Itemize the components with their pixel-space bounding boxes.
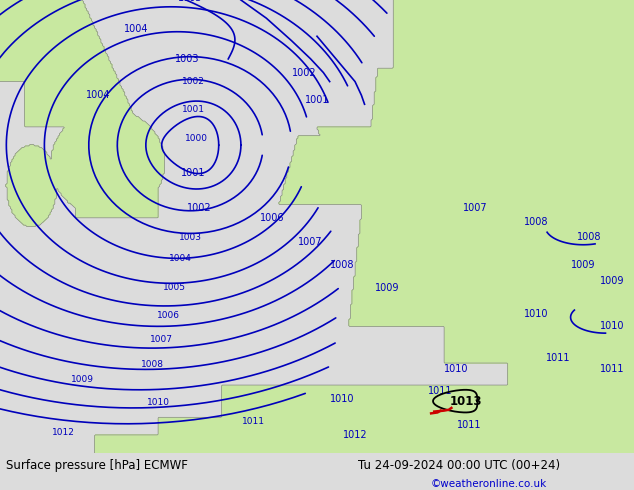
Text: 1003: 1003	[178, 0, 202, 3]
Text: 1009: 1009	[571, 260, 595, 270]
Text: 1008: 1008	[524, 217, 548, 227]
Text: 1007: 1007	[463, 203, 488, 214]
Text: 1004: 1004	[86, 90, 110, 100]
Text: 1002: 1002	[182, 77, 205, 86]
Text: 1008: 1008	[330, 260, 354, 270]
Text: 1003: 1003	[179, 233, 202, 243]
Text: 1011: 1011	[457, 420, 481, 430]
Text: 1004: 1004	[169, 254, 192, 263]
Text: 1011: 1011	[242, 417, 265, 426]
Text: 1004: 1004	[124, 24, 148, 34]
Text: 1013: 1013	[450, 395, 482, 408]
Text: 1012: 1012	[343, 430, 367, 440]
Text: 1010: 1010	[147, 398, 170, 407]
Text: 1006: 1006	[261, 213, 285, 222]
Text: 1009: 1009	[600, 276, 624, 286]
Text: 1001: 1001	[305, 95, 329, 105]
Text: 1001: 1001	[181, 168, 205, 178]
Text: Surface pressure [hPa] ECMWF: Surface pressure [hPa] ECMWF	[6, 459, 188, 472]
Text: 1006: 1006	[157, 311, 179, 319]
Text: 1005: 1005	[163, 283, 186, 293]
Text: 1010: 1010	[524, 309, 548, 318]
Text: 1011: 1011	[546, 353, 570, 363]
Text: 1007: 1007	[150, 336, 173, 344]
Text: 1010: 1010	[444, 365, 469, 374]
Text: 1010: 1010	[600, 321, 624, 331]
Text: 1000: 1000	[185, 134, 208, 143]
Text: 1009: 1009	[375, 283, 399, 293]
Text: Tu 24-09-2024 00:00 UTC (00+24): Tu 24-09-2024 00:00 UTC (00+24)	[358, 459, 560, 472]
Text: 1003: 1003	[175, 54, 199, 64]
Text: 1010: 1010	[330, 394, 354, 404]
Text: 1009: 1009	[71, 375, 94, 384]
Text: 1002: 1002	[292, 68, 316, 77]
Text: ©weatheronline.co.uk: ©weatheronline.co.uk	[431, 479, 547, 489]
Text: 1011: 1011	[600, 365, 624, 374]
Text: 1012: 1012	[52, 428, 75, 437]
Text: 1008: 1008	[578, 232, 602, 242]
Text: 1002: 1002	[188, 203, 212, 214]
Text: 1001: 1001	[182, 105, 205, 114]
Text: 1011: 1011	[429, 386, 453, 396]
Text: 1008: 1008	[141, 360, 164, 369]
Text: 1007: 1007	[299, 238, 323, 247]
